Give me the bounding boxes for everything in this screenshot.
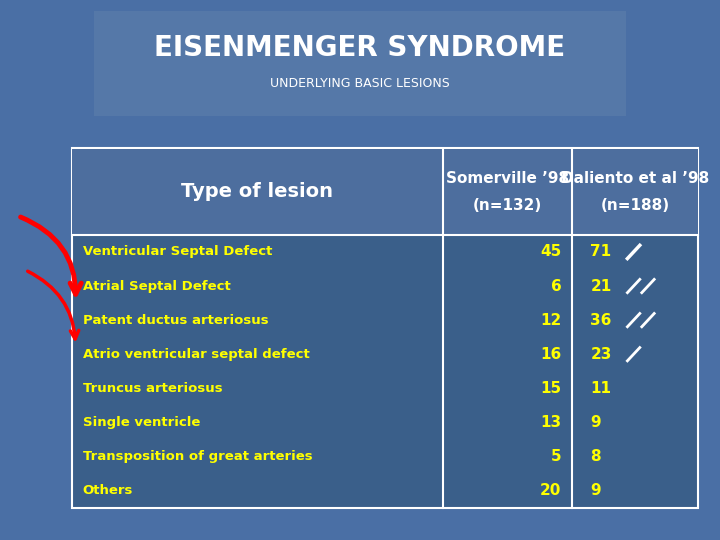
Text: (n=188): (n=188)	[600, 198, 670, 213]
Text: EISENMENGER SYNDROME: EISENMENGER SYNDROME	[154, 33, 566, 62]
Text: 8: 8	[590, 449, 601, 464]
Text: Atrio ventricular septal defect: Atrio ventricular septal defect	[83, 348, 310, 361]
Text: Daliento et al ’98: Daliento et al ’98	[562, 171, 709, 186]
Text: Type of lesion: Type of lesion	[181, 182, 333, 201]
Text: 15: 15	[541, 381, 562, 396]
Text: Ventricular Septal Defect: Ventricular Septal Defect	[83, 246, 272, 259]
Text: 16: 16	[540, 347, 562, 362]
Text: 13: 13	[541, 415, 562, 430]
Text: 5: 5	[551, 449, 562, 464]
Text: Truncus arteriosus: Truncus arteriosus	[83, 382, 222, 395]
Text: 6: 6	[551, 279, 562, 294]
Text: Single ventricle: Single ventricle	[83, 416, 200, 429]
Text: Patent ductus arteriosus: Patent ductus arteriosus	[83, 314, 269, 327]
Text: Somerville ’98: Somerville ’98	[446, 171, 570, 186]
Text: Others: Others	[83, 484, 133, 497]
Text: 36: 36	[590, 313, 612, 328]
Text: 71: 71	[590, 245, 611, 259]
Text: 20: 20	[540, 483, 562, 498]
Text: 45: 45	[540, 245, 562, 259]
Text: Transposition of great arteries: Transposition of great arteries	[83, 450, 312, 463]
Text: 23: 23	[590, 347, 612, 362]
Text: 9: 9	[590, 483, 601, 498]
Text: (n=132): (n=132)	[473, 198, 542, 213]
Text: UNDERLYING BASIC LESIONS: UNDERLYING BASIC LESIONS	[270, 77, 450, 90]
Text: 11: 11	[590, 381, 611, 396]
Text: Atrial Septal Defect: Atrial Septal Defect	[83, 280, 230, 293]
Text: 12: 12	[540, 313, 562, 328]
Text: 9: 9	[590, 415, 601, 430]
Text: 21: 21	[590, 279, 612, 294]
